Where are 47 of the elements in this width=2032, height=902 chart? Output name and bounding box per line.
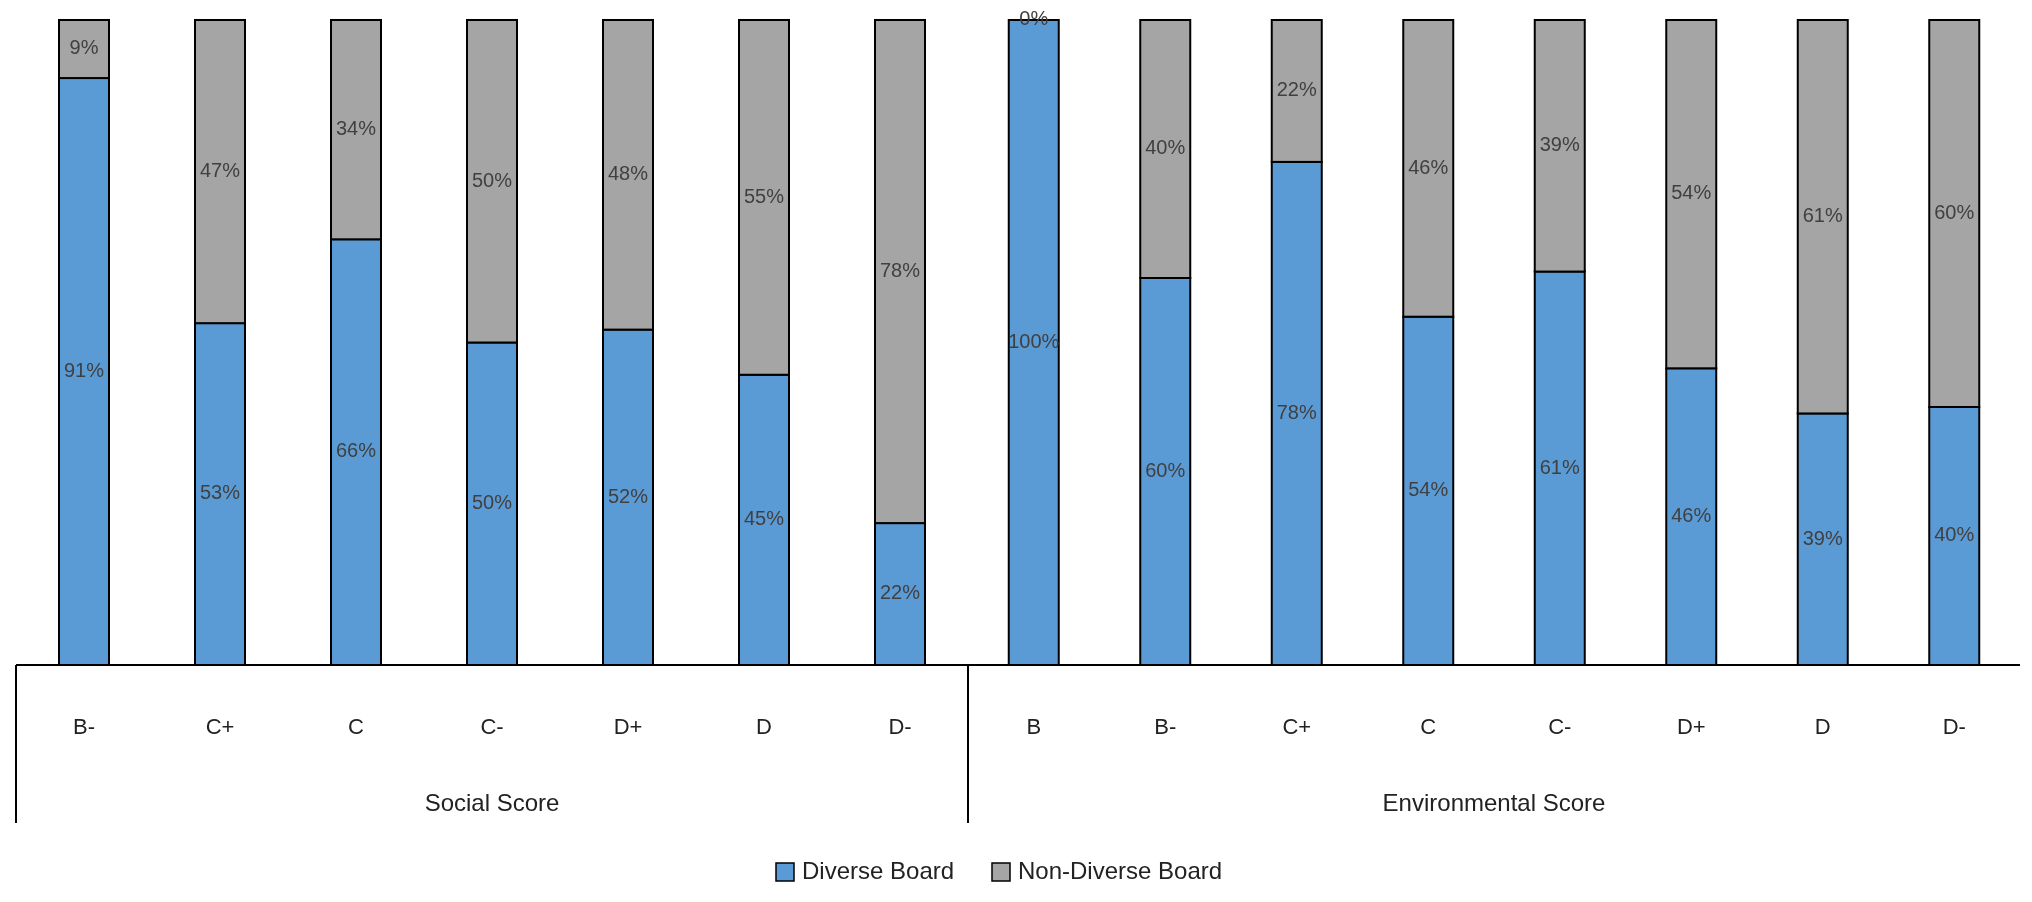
- data-label: 22%: [879, 581, 921, 604]
- x-tick-label: C: [348, 713, 365, 739]
- x-tick-label: C-: [480, 713, 504, 739]
- x-tick-label: D+: [613, 713, 643, 739]
- x-tick-label: D+: [1676, 713, 1706, 739]
- data-label: 78%: [1276, 400, 1317, 423]
- x-tick-label: C: [1420, 713, 1437, 739]
- data-label: 60%: [1934, 200, 1975, 223]
- x-tick-label: D: [756, 713, 772, 739]
- data-label: 66%: [335, 439, 377, 462]
- data-label: 34%: [335, 116, 377, 139]
- data-label: 48%: [607, 162, 649, 185]
- data-label: 55%: [743, 184, 785, 207]
- data-label: 60%: [1145, 458, 1186, 481]
- data-label: 45%: [743, 507, 785, 530]
- data-label: 47%: [199, 158, 241, 181]
- data-label: 39%: [1802, 526, 1843, 549]
- data-label: 61%: [1802, 204, 1843, 227]
- data-label: 78%: [879, 258, 921, 281]
- data-label: 40%: [1934, 523, 1975, 546]
- data-label: 46%: [1408, 155, 1449, 178]
- data-label: 54%: [1671, 181, 1712, 204]
- data-label: 46%: [1671, 503, 1712, 526]
- data-label: 40%: [1145, 136, 1186, 159]
- data-label: 22%: [1276, 78, 1317, 101]
- x-tick-label: C-: [1548, 713, 1572, 739]
- data-label: 53%: [199, 481, 241, 504]
- x-tick-label: D-: [888, 713, 912, 739]
- data-label: 50%: [471, 491, 513, 514]
- x-axis-title: Social Score: [424, 789, 560, 817]
- data-label: 9%: [69, 36, 99, 59]
- data-label: 52%: [607, 484, 649, 507]
- x-tick-label: D: [1814, 713, 1831, 739]
- x-tick-label: B-: [73, 713, 95, 739]
- data-label: 39%: [1539, 133, 1580, 156]
- data-label: 54%: [1408, 478, 1449, 501]
- x-tick-label: B-: [1154, 713, 1177, 739]
- x-tick-label: C+: [205, 713, 235, 739]
- legend-label: Diverse Board: [802, 857, 955, 885]
- x-axis-title: Environmental Score: [1382, 789, 1606, 817]
- data-label: 50%: [471, 168, 513, 191]
- data-label: 91%: [63, 358, 105, 381]
- x-tick-label: B: [1026, 713, 1042, 739]
- x-tick-label: C+: [1282, 713, 1312, 739]
- legend-label: Non-Diverse Board: [1018, 857, 1223, 885]
- x-tick-label: D-: [1942, 713, 1966, 739]
- data-label: 61%: [1539, 455, 1580, 478]
